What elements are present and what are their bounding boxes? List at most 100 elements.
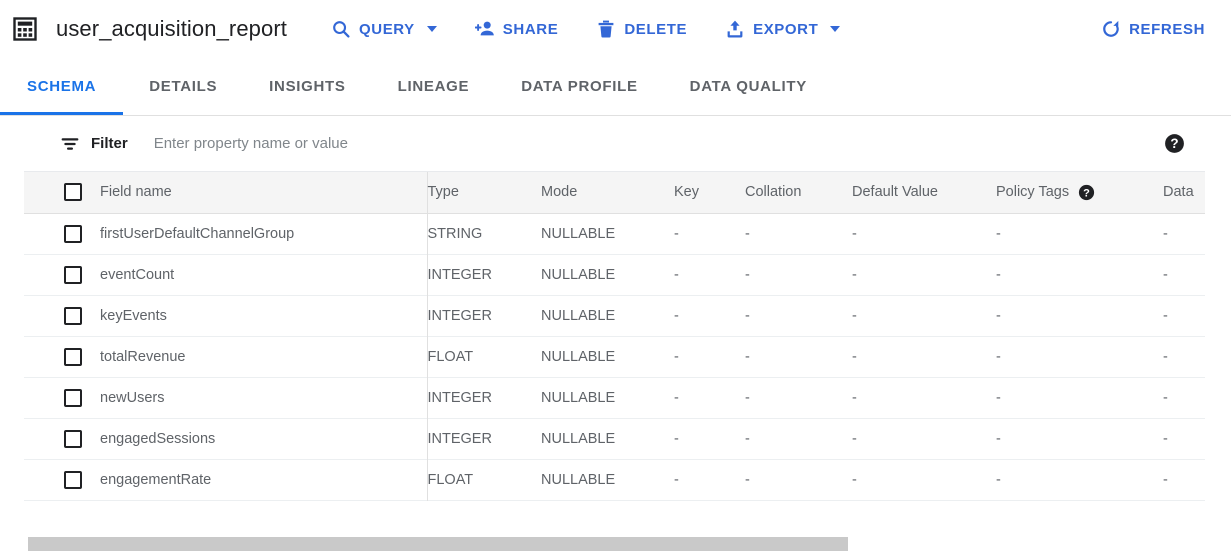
cell-default-value: - <box>852 348 857 365</box>
column-header-field-name[interactable]: Field name <box>100 172 428 214</box>
cell-type: STRING <box>427 225 483 242</box>
row-checkbox[interactable] <box>64 429 82 448</box>
cell-mode: NULLABLE <box>541 389 616 406</box>
table-row[interactable]: eventCount INTEGER NULLABLE - - - - - <box>24 254 1205 295</box>
row-select-cell <box>24 336 100 377</box>
select-all-checkbox[interactable] <box>64 183 82 202</box>
table-row[interactable]: keyEvents INTEGER NULLABLE - - - - - <box>24 295 1205 336</box>
chevron-down-icon <box>830 26 841 32</box>
filter-icon[interactable] <box>60 134 80 154</box>
refresh-label: REFRESH <box>1129 20 1205 38</box>
svg-text:?: ? <box>1083 187 1090 199</box>
cell-policy-tags: - <box>996 348 1001 365</box>
help-circle-icon[interactable]: ? <box>1078 184 1095 201</box>
row-checkbox[interactable] <box>64 470 82 489</box>
tab-schema-label: SCHEMA <box>27 78 97 95</box>
cell-data: - <box>1163 389 1168 406</box>
export-button[interactable]: EXPORT <box>715 12 850 46</box>
cell-mode: NULLABLE <box>541 471 616 488</box>
row-select-cell <box>24 418 100 459</box>
cell-collation: - <box>745 430 750 447</box>
filter-label: Filter <box>91 135 128 152</box>
cell-type: FLOAT <box>427 471 474 488</box>
cell-field-name: engagedSessions <box>100 418 428 459</box>
column-header-collation[interactable]: Collation <box>745 172 852 214</box>
cell-field-name: totalRevenue <box>100 336 428 377</box>
schema-table-body: firstUserDefaultChannelGroup STRING NULLAB… <box>24 213 1205 500</box>
refresh-icon <box>1101 19 1121 39</box>
person-add-icon <box>474 19 495 39</box>
query-label: QUERY <box>359 20 415 38</box>
header-toolbar-right: REFRESH <box>1091 12 1215 46</box>
delete-label: DELETE <box>624 20 688 38</box>
tab-schema[interactable]: SCHEMA <box>0 58 124 115</box>
tab-data-profile[interactable]: DATA PROFILE <box>495 58 663 115</box>
schema-table-wrap: Field name Type Mode Key Collation Defau… <box>24 172 1205 501</box>
table-row[interactable]: firstUserDefaultChannelGroup STRING NULLAB… <box>24 213 1205 254</box>
table-header-row: Field name Type Mode Key Collation Defau… <box>24 172 1205 214</box>
cell-policy-tags: - <box>996 389 1001 406</box>
cell-collation: - <box>745 471 750 488</box>
cell-key: - <box>674 307 679 324</box>
row-checkbox[interactable] <box>64 388 82 407</box>
horizontal-scrollbar[interactable] <box>0 533 1231 555</box>
cell-data: - <box>1163 266 1168 283</box>
tab-insights-label: INSIGHTS <box>269 78 346 95</box>
page-header: user_acquisition_report QUERY <box>0 0 1231 58</box>
help-circle-icon[interactable]: ? <box>1164 133 1185 154</box>
horizontal-scrollbar-thumb[interactable] <box>28 537 848 551</box>
column-header-type[interactable]: Type <box>427 172 541 214</box>
share-label: SHARE <box>502 20 559 38</box>
column-header-default-value[interactable]: Default Value <box>852 172 996 214</box>
cell-data: - <box>1163 348 1168 365</box>
tab-details[interactable]: DETAILS <box>123 58 243 115</box>
cell-collation: - <box>745 348 750 365</box>
query-button[interactable]: QUERY <box>321 12 447 46</box>
row-select-cell <box>24 213 100 254</box>
refresh-button[interactable]: REFRESH <box>1091 12 1215 46</box>
cell-key: - <box>674 471 679 488</box>
cell-policy-tags: - <box>996 471 1001 488</box>
cell-field-name: newUsers <box>100 377 428 418</box>
table-row[interactable]: totalRevenue FLOAT NULLABLE - - - - - <box>24 336 1205 377</box>
cell-mode: NULLABLE <box>541 307 616 324</box>
table-row[interactable]: engagementRate FLOAT NULLABLE - - - - - <box>24 459 1205 500</box>
cell-policy-tags: - <box>996 307 1001 324</box>
row-checkbox[interactable] <box>64 347 82 366</box>
cell-key: - <box>674 266 679 283</box>
cell-field-name: keyEvents <box>100 295 428 336</box>
filter-input[interactable] <box>151 134 1164 153</box>
cell-field-name: engagementRate <box>100 459 428 500</box>
cell-default-value: - <box>852 266 857 283</box>
share-button[interactable]: SHARE <box>465 12 569 46</box>
table-row[interactable]: engagedSessions INTEGER NULLABLE - - - - - <box>24 418 1205 459</box>
tab-lineage[interactable]: LINEAGE <box>372 58 496 115</box>
column-header-policy-tags[interactable]: Policy Tags ? <box>996 172 1163 214</box>
schema-table: Field name Type Mode Key Collation Defau… <box>24 172 1205 501</box>
cell-collation: - <box>745 266 750 283</box>
column-header-data[interactable]: Data <box>1163 172 1205 214</box>
header-toolbar: QUERY SHARE <box>321 12 1231 46</box>
row-checkbox[interactable] <box>64 306 82 325</box>
cell-key: - <box>674 430 679 447</box>
filter-bar: Filter ? <box>24 116 1205 172</box>
cell-type: INTEGER <box>427 266 492 283</box>
column-header-key[interactable]: Key <box>674 172 745 214</box>
cell-field-name: eventCount <box>100 254 428 295</box>
cell-type: INTEGER <box>427 430 492 447</box>
tab-data-quality[interactable]: DATA QUALITY <box>664 58 833 115</box>
cell-key: - <box>674 225 679 242</box>
row-checkbox[interactable] <box>64 265 82 284</box>
cell-type: INTEGER <box>427 389 492 406</box>
table-grid-icon <box>12 16 38 42</box>
delete-button[interactable]: DELETE <box>586 12 697 46</box>
chevron-down-icon <box>426 26 437 32</box>
table-row[interactable]: newUsers INTEGER NULLABLE - - - - - <box>24 377 1205 418</box>
cell-default-value: - <box>852 225 857 242</box>
cell-key: - <box>674 389 679 406</box>
column-header-mode[interactable]: Mode <box>541 172 674 214</box>
tab-insights[interactable]: INSIGHTS <box>243 58 371 115</box>
row-checkbox[interactable] <box>64 224 82 243</box>
tab-data-quality-label: DATA QUALITY <box>689 78 807 95</box>
export-label: EXPORT <box>753 20 819 38</box>
